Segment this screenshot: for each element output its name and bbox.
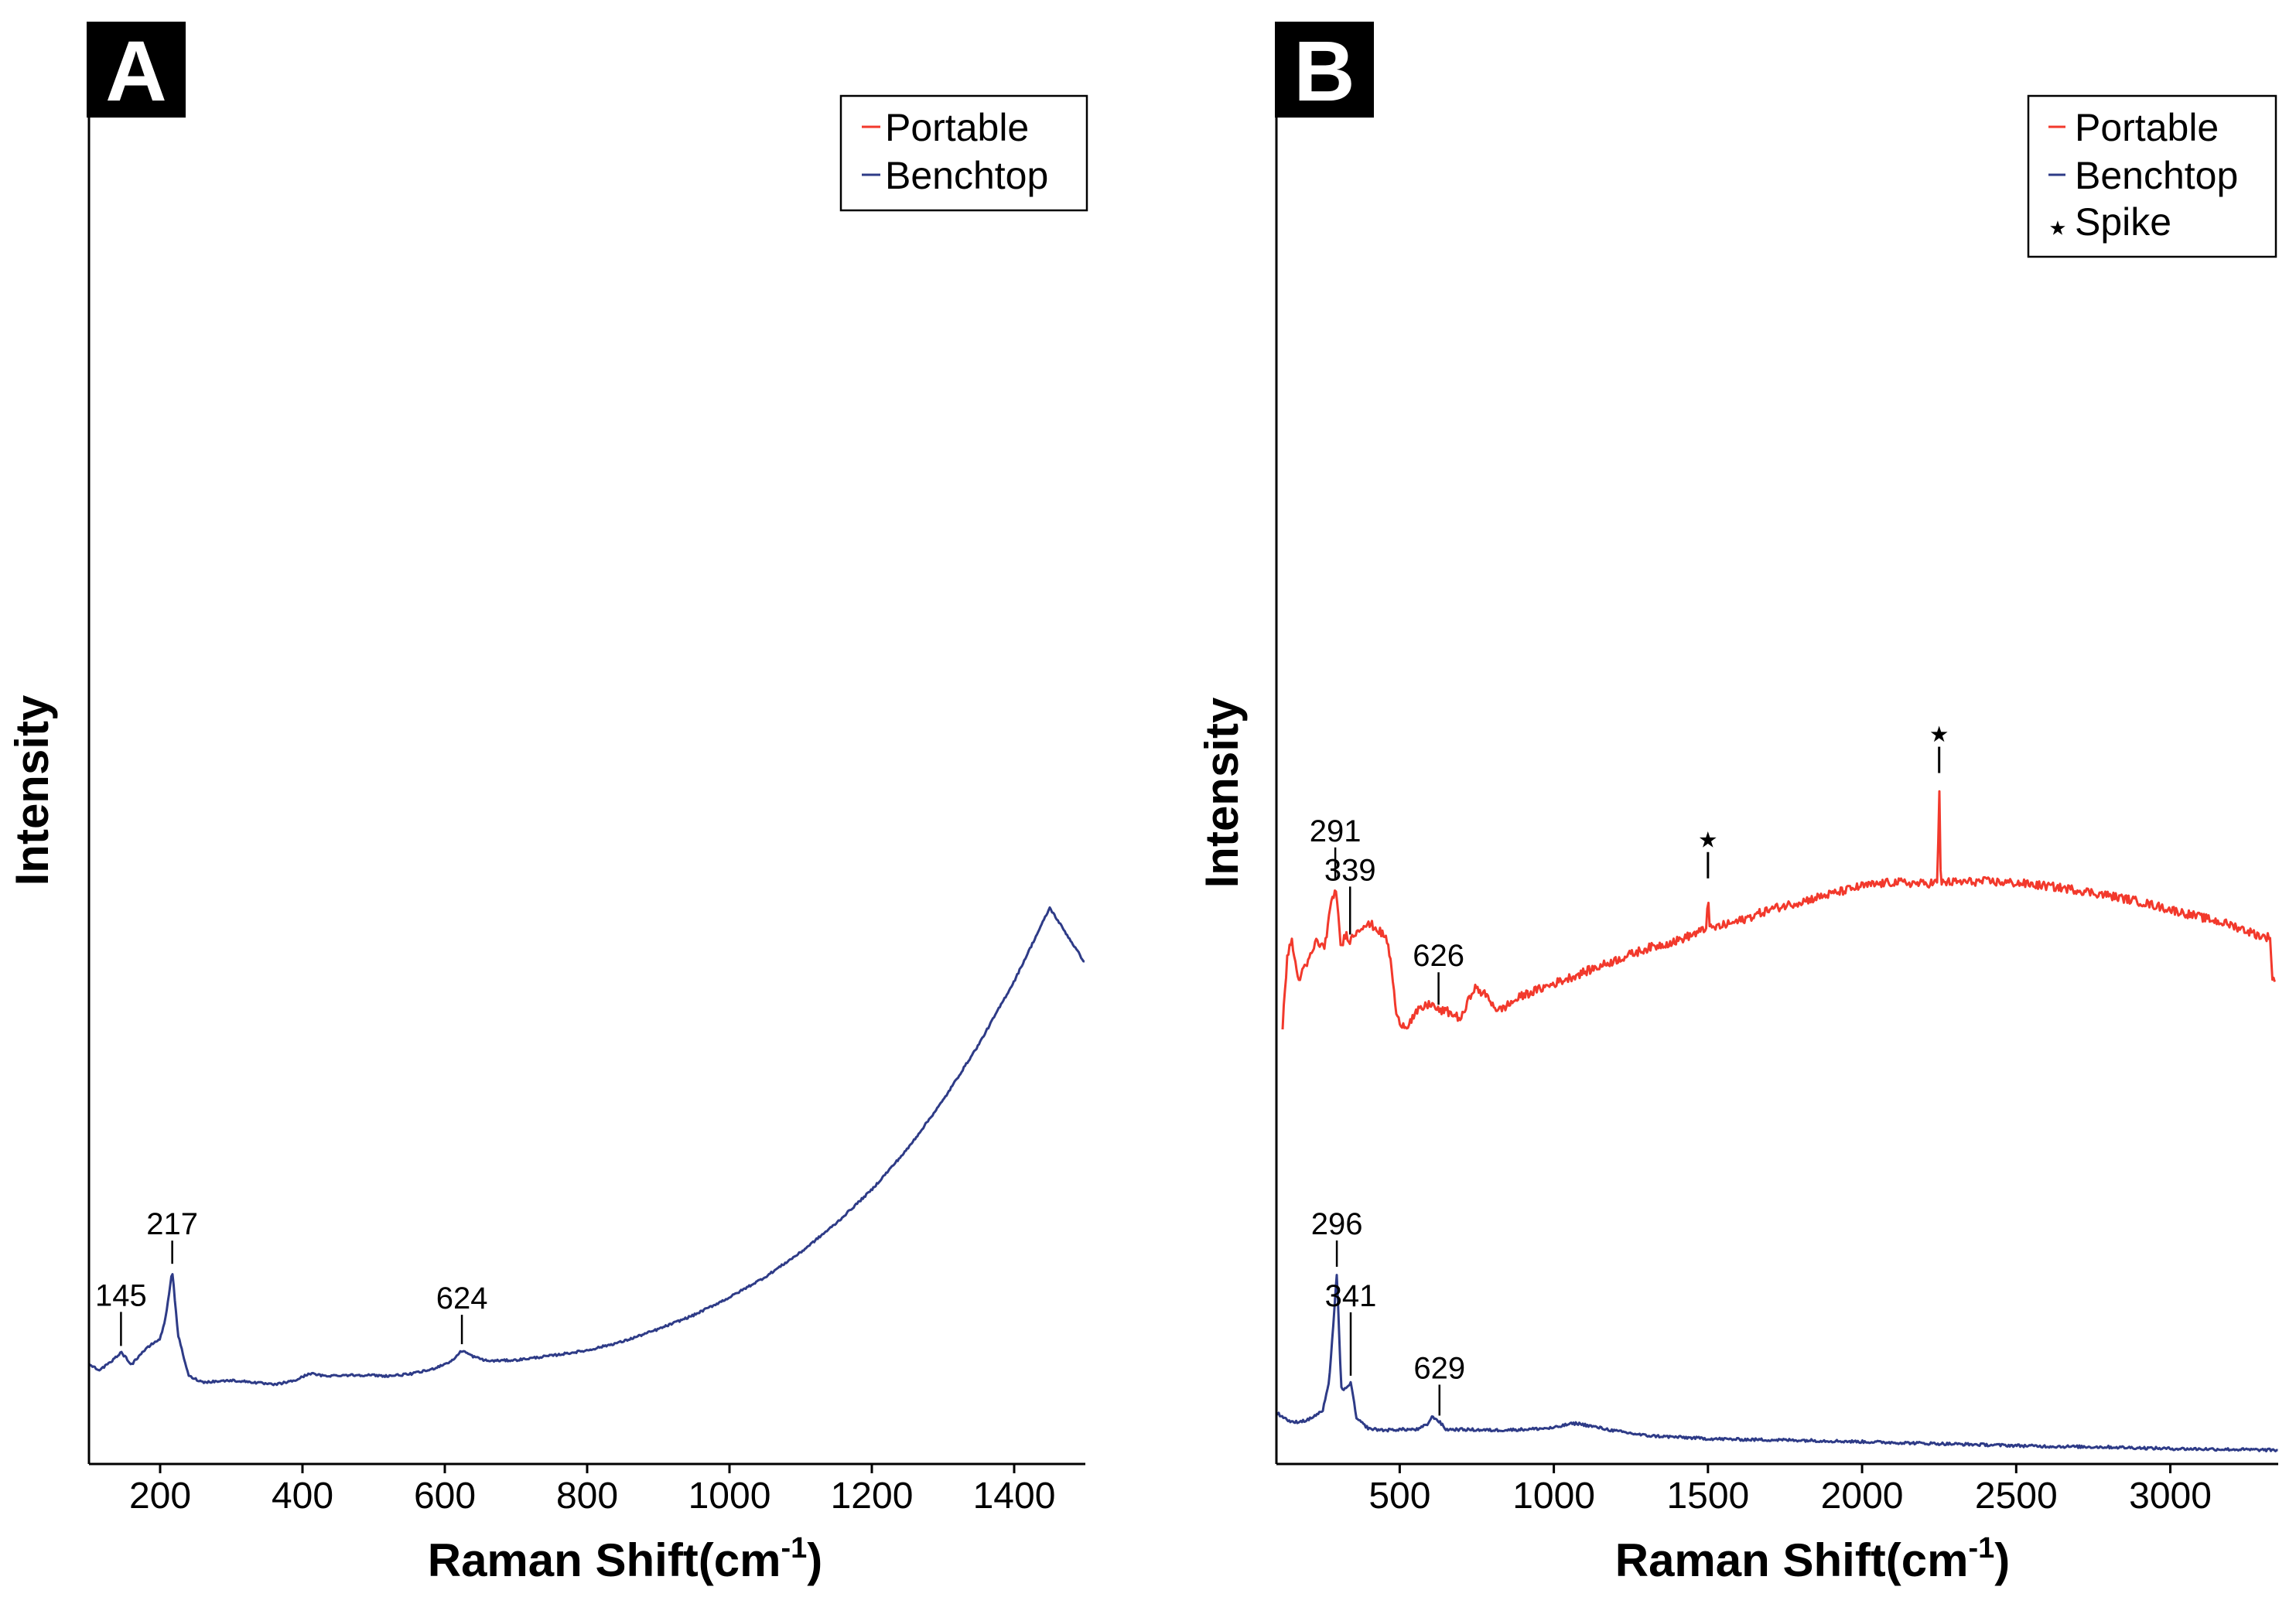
panel-b-label: B [1293, 24, 1355, 119]
x-tick-label-b-1000: 1000 [1512, 1476, 1595, 1517]
peak-label-a-624: 624 [436, 1281, 488, 1315]
panel-a-x-axis-label-main: Raman Shift(cm [428, 1534, 781, 1586]
x-tick-label-a-600: 600 [414, 1476, 476, 1517]
panel-b-x-axis-label: Raman Shift(cm-1) [1615, 1532, 2011, 1586]
peak-label-a-217: 217 [146, 1207, 198, 1241]
spike-star-2: ★ [1930, 715, 1949, 750]
series-line-b-benchtop [1275, 1274, 2278, 1452]
panel-b-legend-label-benchtop: Benchtop [2075, 154, 2238, 197]
panel-b-legend-box [2027, 94, 2277, 258]
x-tick-label-a-800: 800 [556, 1476, 618, 1517]
x-tick-label-b-2000: 2000 [1821, 1476, 1904, 1517]
x-tick-label-a-200: 200 [129, 1476, 191, 1517]
peak-label-a-145: 145 [95, 1278, 147, 1312]
x-tick-label-a-400: 400 [272, 1476, 333, 1517]
panel-a-label-box [87, 22, 186, 118]
panel-b-series [1275, 790, 2278, 1452]
series-line-b-portable [1281, 790, 2276, 1030]
panel-b-x-axis-label-main: Raman Shift(cm [1615, 1534, 1969, 1586]
panel-b-label-box [1275, 22, 1374, 118]
peak-label-b-626: 626 [1413, 939, 1464, 973]
panel-a-x-axis-label: Raman Shift(cm-1) [428, 1532, 823, 1586]
peak-label-b-291: 291 [1310, 814, 1362, 848]
panel-a-series [87, 906, 1085, 1387]
panel-a-annotations: 151217622145217624 [95, 1207, 488, 1346]
panel-b-x-ticks: 500 1000 1500 2000 2500 3000 [1368, 1464, 2212, 1517]
x-tick-label-b-2500: 2500 [1975, 1476, 2058, 1517]
x-tick-label-b-3000: 3000 [2129, 1476, 2212, 1517]
panel-a-legend: Portable Benchtop [839, 94, 1088, 212]
panel-a-x-axis-label-close: ) [807, 1534, 822, 1586]
peak-label-b-629: 629 [1413, 1351, 1465, 1385]
panel-a-y-axis-label: Intensity [6, 694, 58, 886]
peak-label-b-339: 339 [1324, 853, 1376, 887]
panel-a-legend-label-portable: Portable [885, 106, 1029, 149]
panel-b-x-axis-label-close: ) [1994, 1534, 2010, 1586]
panel-b-x-axis-label-sup: -1 [1968, 1532, 1994, 1565]
series-line-a-benchtop [87, 906, 1085, 1387]
panel-b-legend-label-portable: Portable [2075, 106, 2219, 149]
peak-label-b-296: 296 [1311, 1207, 1363, 1241]
x-tick-label-a-1200: 1200 [831, 1476, 914, 1517]
x-tick-label-b-1500: 1500 [1666, 1476, 1749, 1517]
panel-b: B 500 1000 1500 2000 2500 3000 291 339 626 296 34… [1196, 22, 2278, 1586]
spike-star-1: ★ [1699, 820, 1717, 855]
x-tick-label-a-1000: 1000 [688, 1476, 771, 1517]
x-tick-label-a-1400: 1400 [973, 1476, 1056, 1517]
panel-a-legend-label-benchtop: Benchtop [885, 154, 1048, 197]
panel-a-label: A [105, 24, 166, 119]
panel-b-legend: Portable Benchtop ★ Spike [2027, 94, 2277, 258]
panel-b-legend-label-spike: Spike [2075, 200, 2171, 244]
panel-b-annotations: 291 339 626 296 341 629 ★ ★ [1310, 715, 1949, 1416]
x-tick-label-b-500: 500 [1368, 1476, 1430, 1517]
panel-b-legend-spike-icon: ★ [2049, 210, 2066, 242]
panel-a-x-axis-label-sup: -1 [781, 1532, 807, 1565]
peak-label-b-341: 341 [1325, 1279, 1377, 1313]
panel-b-y-axis-label: Intensity [1196, 697, 1248, 888]
panel-a-legend-box [839, 94, 1088, 212]
panel-a-x-ticks: 200 400 600 800 1000 1200 1400 [129, 1464, 1055, 1517]
